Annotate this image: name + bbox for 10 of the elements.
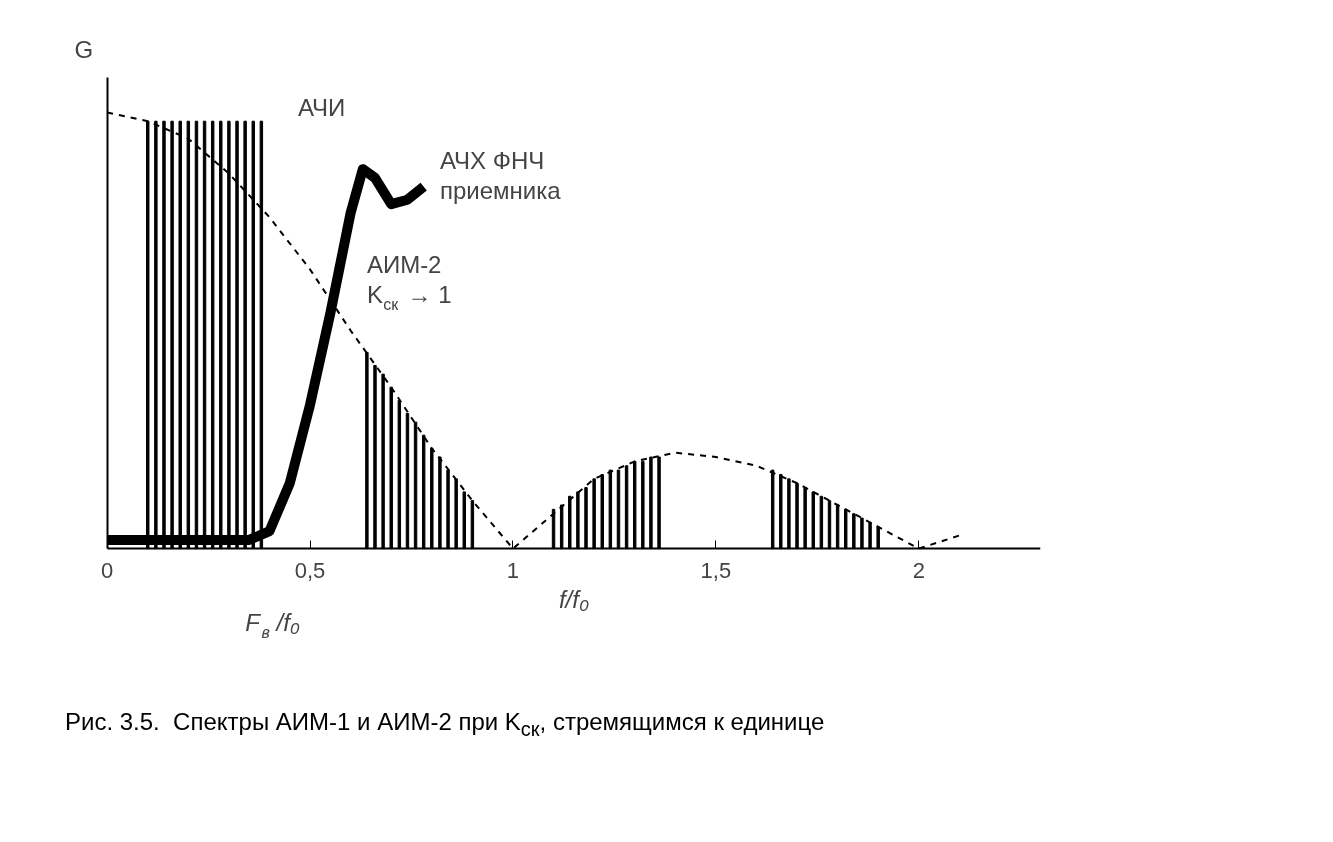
text: Рис. 3.5. Спектры АИМ-1 и АИМ-2 при K$_{ск}$, стремящимся к единице [65,707,825,742]
annotation: АЧИ [297,94,346,122]
x-tick-label: 1,5 [700,557,732,583]
x-tick-label: 2 [912,557,925,583]
x-axis-title: f/f₀ [558,585,590,613]
x-tick-label: 1 [506,557,520,583]
x-tick-label: 0,5 [294,557,326,583]
y-axis-title: G [74,36,94,64]
x-tick-label: 0 [101,557,114,583]
annotation: АЧХ ФНЧ приемника [439,146,562,204]
